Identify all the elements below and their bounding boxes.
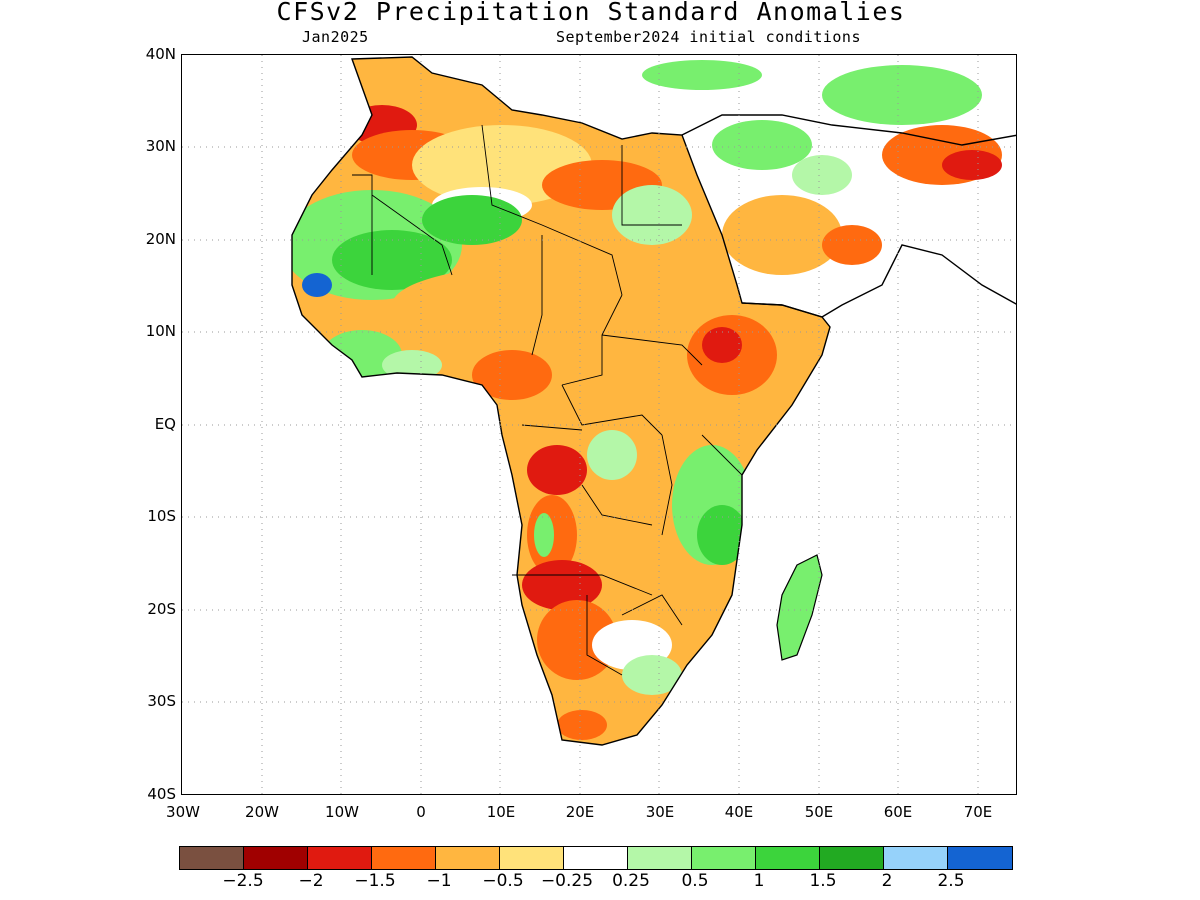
lon-label-40e: 40E: [724, 803, 754, 821]
lon-label-10w: 10W: [325, 803, 359, 821]
lon-label-60e: 60E: [883, 803, 913, 821]
colorbar-swatch: [820, 847, 884, 869]
valid-month-label: Jan2025: [302, 28, 369, 46]
map-panel: [181, 54, 1017, 795]
colorbar-swatch: [500, 847, 564, 869]
colorbar-swatch: [884, 847, 948, 869]
precipitation-anomaly-map: [182, 55, 1016, 794]
lon-label-20e: 20E: [565, 803, 595, 821]
colorbar-swatch: [564, 847, 628, 869]
colorbar-swatch: [692, 847, 756, 869]
arabia-anomaly-layer: [642, 60, 1002, 275]
lat-label-10n: 10N: [145, 322, 176, 340]
colorbar: [179, 846, 1013, 870]
lon-label-20w: 20W: [245, 803, 279, 821]
colorbar-label: −1: [426, 871, 452, 891]
colorbar-label: 2.5: [937, 871, 965, 891]
colorbar-swatch: [244, 847, 308, 869]
colorbar-label: 0.25: [612, 871, 650, 891]
lon-label-30w: 30W: [166, 803, 200, 821]
lon-label-50e: 50E: [804, 803, 834, 821]
colorbar-label: 1.5: [809, 871, 837, 891]
madagascar-land: [776, 554, 823, 661]
colorbar-swatch: [180, 847, 244, 869]
country-borders: [352, 124, 743, 676]
lon-label-10e: 10E: [486, 803, 516, 821]
colorbar-swatch: [436, 847, 500, 869]
colorbar-label: −2.5: [222, 871, 264, 891]
lat-label-20s: 20S: [147, 600, 176, 618]
lon-label-30e: 30E: [645, 803, 675, 821]
colorbar-swatch: [948, 847, 1012, 869]
colorbar-swatch: [628, 847, 692, 869]
lon-label-70e: 70E: [963, 803, 993, 821]
colorbar-label: −0.5: [482, 871, 524, 891]
lon-label-0: 0: [416, 803, 426, 821]
initial-conditions-label: September2024 initial conditions: [556, 28, 861, 46]
lat-label-eq: EQ: [154, 415, 176, 433]
lat-label-30s: 30S: [147, 692, 176, 710]
colorbar-label: −1.5: [354, 871, 396, 891]
map-gridlines: [182, 55, 1016, 794]
colorbar-label: 2: [881, 871, 893, 891]
lat-label-40s: 40S: [147, 785, 176, 803]
colorbar-label: −2: [298, 871, 324, 891]
colorbar-swatch: [756, 847, 820, 869]
lat-label-20n: 20N: [145, 230, 176, 248]
lat-label-10s: 10S: [147, 507, 176, 525]
map-title: CFSv2 Precipitation Standard Anomalies: [276, 0, 906, 26]
colorbar-label: −0.25: [540, 871, 594, 891]
colorbar-label: 1: [753, 871, 765, 891]
lat-label-40n: 40N: [145, 45, 176, 63]
lat-label-30n: 30N: [145, 137, 176, 155]
colorbar-label: 0.5: [681, 871, 709, 891]
colorbar-swatch: [372, 847, 436, 869]
colorbar-swatch: [308, 847, 372, 869]
